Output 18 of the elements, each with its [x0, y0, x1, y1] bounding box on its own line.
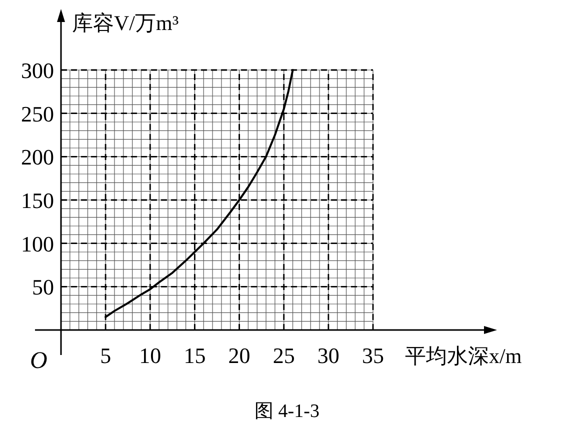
x-tick-label: 35	[362, 343, 384, 368]
y-tick-label: 50	[32, 274, 54, 300]
y-tick-label: 200	[21, 144, 54, 170]
y-tick-label: 100	[21, 231, 54, 256]
x-tick-label: 15	[184, 343, 206, 368]
y-tick-label: 300	[21, 58, 54, 83]
x-tick-label: 30	[317, 343, 340, 368]
y-axis-title: 库容V/万m³	[72, 11, 179, 35]
y-tick-label: 250	[21, 101, 54, 126]
x-tick-label: 5	[100, 343, 112, 368]
x-axis-title: 平均水深x/m	[405, 344, 522, 368]
caption: 图 4-1-3	[254, 401, 320, 422]
x-tick-label: 25	[272, 343, 295, 368]
x-tick-label: 10	[139, 343, 162, 368]
text: O	[30, 348, 48, 374]
y-tick-label: 150	[21, 188, 54, 213]
line-series	[104, 69, 294, 318]
x-tick-label: 20	[228, 343, 250, 368]
